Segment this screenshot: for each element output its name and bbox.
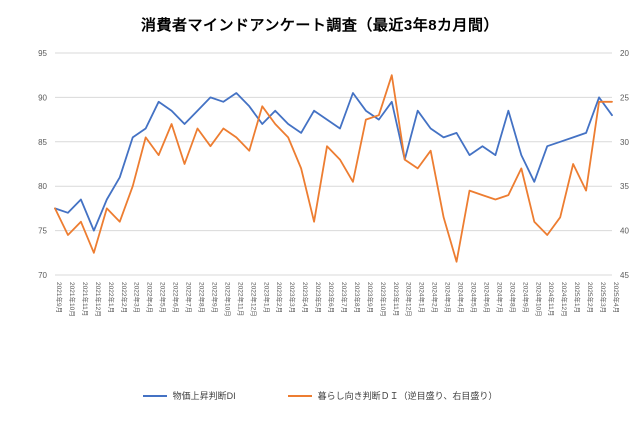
left-axis-tick-label: 75 <box>38 227 47 236</box>
x-axis-tick-label: 2023年9月 <box>366 282 375 313</box>
x-axis-tick-label: 2021年12月 <box>94 282 103 317</box>
left-axis-tick-label: 70 <box>38 271 47 280</box>
x-axis-tick-label: 2024年2月 <box>431 282 440 313</box>
right-axis-tick-label: 40 <box>620 227 629 236</box>
x-axis-tick-label: 2023年11月 <box>392 282 401 316</box>
legend-line-blue-icon <box>142 394 167 397</box>
x-axis-tick-label: 2025年1月 <box>573 282 582 313</box>
x-axis-tick-label: 2023年10月 <box>379 282 388 317</box>
x-axis-tick-label: 2023年6月 <box>327 282 336 313</box>
x-axis-tick-label: 2022年4月 <box>146 282 155 313</box>
chart-plot: 95 20 90 25 85 30 80 35 75 40 70 45 2021年9月 2021年10月 2… <box>38 49 629 317</box>
x-axis-tick-label: 2025年4月 <box>612 282 621 313</box>
x-axis-tick-label: 2024年12月 <box>560 282 569 317</box>
x-axis-tick-label: 2024年1月 <box>418 282 427 313</box>
x-axis-tick-label: 2022年12月 <box>249 282 258 317</box>
x-axis-tick-label: 2023年8月 <box>353 282 362 313</box>
x-axis-tick-label: 2024年6月 <box>482 282 491 313</box>
series-line-0 <box>54 92 613 232</box>
right-axis-tick-label: 30 <box>620 138 629 147</box>
x-axis-tick-label: 2023年1月 <box>262 282 271 313</box>
x-axis-tick-label: 2022年9月 <box>210 282 219 313</box>
legend-line-orange-icon <box>287 394 312 397</box>
x-axis-tick-label: 2024年9月 <box>521 282 530 313</box>
series-line-1 <box>54 74 613 263</box>
x-axis-tick-label: 2024年8月 <box>508 282 517 313</box>
x-axis-tick-label: 2025年2月 <box>586 282 595 313</box>
x-axis-tick-label: 2025年3月 <box>599 282 608 313</box>
x-axis-tick-label: 2023年2月 <box>275 282 284 313</box>
legend-item-livelihood-di: 暮らし向き判断ＤＩ（逆目盛り、右目盛り） <box>287 389 498 402</box>
x-axis-tick-label: 2021年9月 <box>55 282 64 313</box>
legend-item-price-di: 物価上昇判断DI <box>142 389 236 402</box>
x-axis-tick-label: 2022年11月 <box>236 282 245 316</box>
x-axis-tick-label: 2023年12月 <box>405 282 414 317</box>
x-axis-tick-label: 2023年7月 <box>340 282 349 313</box>
x-axis-tick-label: 2021年10月 <box>68 282 77 317</box>
x-axis-tick-label: 2021年11月 <box>81 282 90 316</box>
x-axis-tick-label: 2023年3月 <box>288 282 297 313</box>
x-axis-tick-label: 2024年4月 <box>457 282 466 313</box>
left-axis-tick-label: 90 <box>38 93 47 102</box>
right-axis-tick-label: 45 <box>620 271 629 280</box>
x-axis-tick-label: 2024年7月 <box>495 282 504 313</box>
x-axis-tick-label: 2023年4月 <box>301 282 310 313</box>
legend: 物価上昇判断DI 暮らし向き判断ＤＩ（逆目盛り、右目盛り） <box>0 389 640 402</box>
left-axis-tick-label: 85 <box>38 138 47 147</box>
x-axis-tick-label: 2022年2月 <box>120 282 129 313</box>
left-axis-tick-label: 95 <box>38 49 47 58</box>
left-axis-tick-label: 80 <box>38 182 47 191</box>
x-axis-tick-label: 2024年10月 <box>534 282 543 317</box>
plot-area-wrap: 95 20 90 25 85 30 80 35 75 40 70 45 2021年9月 2021年10月 2… <box>0 39 640 351</box>
x-axis-tick-label: 2022年1月 <box>107 282 116 313</box>
x-axis-tick-label: 2023年5月 <box>314 282 323 313</box>
x-axis-tick-label: 2022年5月 <box>159 282 168 313</box>
x-axis-tick-label: 2022年8月 <box>197 282 206 313</box>
x-axis-tick-label: 2022年3月 <box>133 282 142 313</box>
right-axis-tick-label: 25 <box>620 93 629 102</box>
x-axis-tick-label: 2022年6月 <box>172 282 181 313</box>
right-axis-tick-label: 35 <box>620 182 629 191</box>
legend-label-price-di: 物価上昇判断DI <box>172 391 236 401</box>
x-axis-tick-label: 2024年11月 <box>547 282 556 316</box>
x-axis-tick-label: 2024年3月 <box>444 282 453 313</box>
right-axis-tick-label: 20 <box>620 49 629 58</box>
x-axis-tick-label: 2022年10月 <box>223 282 232 317</box>
x-axis-tick-label: 2022年7月 <box>185 282 194 313</box>
chart-title: 消費者マインドアンケート調査（最近3年8カ月間） <box>140 17 500 34</box>
x-axis-tick-label: 2024年5月 <box>470 282 479 313</box>
legend-label-livelihood-di: 暮らし向き判断ＤＩ（逆目盛り、右目盛り） <box>317 391 498 401</box>
